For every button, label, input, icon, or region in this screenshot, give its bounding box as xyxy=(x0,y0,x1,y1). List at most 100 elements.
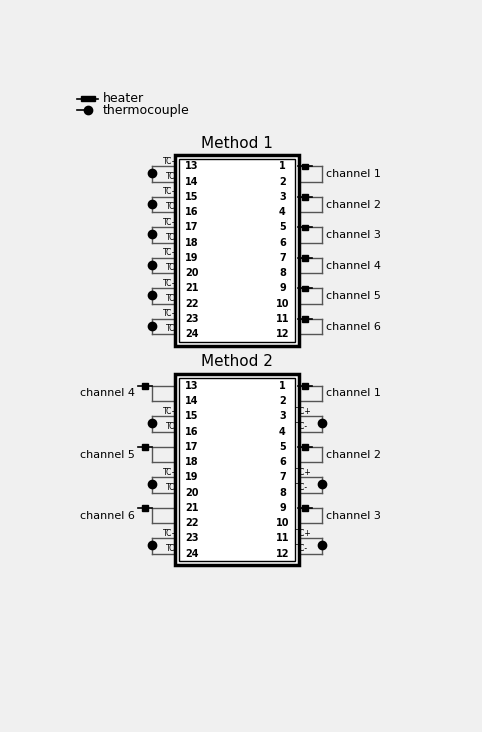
Text: 18: 18 xyxy=(185,457,199,467)
Text: 2: 2 xyxy=(279,396,286,406)
Bar xyxy=(272,380,293,392)
Text: 23: 23 xyxy=(185,314,198,324)
Bar xyxy=(181,236,202,249)
Bar xyxy=(272,191,293,203)
Bar xyxy=(302,225,308,230)
Text: TC-: TC- xyxy=(166,233,178,242)
Text: 11: 11 xyxy=(276,314,289,324)
Bar xyxy=(181,267,202,280)
Bar xyxy=(272,298,293,310)
Bar xyxy=(181,456,202,468)
Text: 3: 3 xyxy=(279,192,286,202)
Text: 23: 23 xyxy=(185,534,198,543)
Text: 10: 10 xyxy=(276,518,289,529)
Bar xyxy=(179,159,295,342)
Text: TC-: TC- xyxy=(295,544,308,553)
Text: 16: 16 xyxy=(185,427,198,436)
Text: 8: 8 xyxy=(279,488,286,498)
Text: 4: 4 xyxy=(279,427,286,436)
Text: TC-: TC- xyxy=(295,422,308,431)
Text: 12: 12 xyxy=(276,549,289,559)
Bar xyxy=(142,444,147,449)
Text: TC+: TC+ xyxy=(163,187,178,196)
Bar xyxy=(181,441,202,453)
Bar xyxy=(272,206,293,218)
Bar xyxy=(181,176,202,188)
Bar xyxy=(302,505,308,511)
Text: 2: 2 xyxy=(279,176,286,187)
Bar xyxy=(142,505,147,511)
Text: 19: 19 xyxy=(185,472,198,482)
Bar xyxy=(272,283,293,294)
Text: TC+: TC+ xyxy=(295,529,311,538)
Text: 18: 18 xyxy=(185,238,199,247)
Bar xyxy=(272,456,293,468)
Text: TC-: TC- xyxy=(166,544,178,553)
Text: 1: 1 xyxy=(279,161,286,171)
Text: TC+: TC+ xyxy=(163,468,178,477)
Bar xyxy=(181,425,202,438)
Bar xyxy=(272,548,293,560)
Text: channel 5: channel 5 xyxy=(326,291,381,301)
Text: TC+: TC+ xyxy=(163,248,178,257)
Text: TC+: TC+ xyxy=(163,529,178,538)
Text: heater: heater xyxy=(103,92,144,105)
Bar xyxy=(179,378,295,561)
Bar xyxy=(181,501,202,514)
Text: channel 6: channel 6 xyxy=(326,321,381,332)
Bar xyxy=(272,410,293,422)
Text: TC-: TC- xyxy=(166,202,178,212)
Bar xyxy=(272,252,293,264)
Bar xyxy=(181,283,202,294)
Bar xyxy=(181,517,202,529)
Bar xyxy=(302,285,308,291)
Bar xyxy=(181,328,202,340)
Text: TC+: TC+ xyxy=(295,468,311,477)
Bar xyxy=(272,328,293,340)
Bar xyxy=(181,410,202,422)
Text: channel 3: channel 3 xyxy=(326,510,381,520)
Text: 13: 13 xyxy=(185,161,198,171)
Text: 7: 7 xyxy=(279,253,286,263)
Text: channel 2: channel 2 xyxy=(326,449,381,460)
Text: 14: 14 xyxy=(185,176,198,187)
Bar xyxy=(272,395,293,407)
Text: 7: 7 xyxy=(279,472,286,482)
Text: TC+: TC+ xyxy=(295,406,311,416)
Bar xyxy=(181,298,202,310)
Bar xyxy=(272,313,293,325)
Bar xyxy=(181,206,202,218)
Text: 14: 14 xyxy=(185,396,198,406)
Text: 4: 4 xyxy=(279,207,286,217)
Bar xyxy=(181,313,202,325)
Bar xyxy=(272,160,293,173)
Text: TC+: TC+ xyxy=(163,406,178,416)
Text: Method 1: Method 1 xyxy=(201,135,273,151)
Bar xyxy=(272,532,293,545)
Text: 8: 8 xyxy=(279,268,286,278)
Bar xyxy=(272,501,293,514)
Bar xyxy=(272,267,293,280)
Bar xyxy=(181,471,202,484)
Bar xyxy=(302,444,308,449)
Text: 19: 19 xyxy=(185,253,198,263)
Bar xyxy=(181,191,202,203)
Bar xyxy=(272,517,293,529)
Text: channel 3: channel 3 xyxy=(326,230,381,240)
Text: 9: 9 xyxy=(279,503,286,513)
Text: channel 5: channel 5 xyxy=(80,449,134,460)
Bar xyxy=(272,441,293,453)
Text: TC-: TC- xyxy=(166,294,178,303)
Text: 6: 6 xyxy=(279,238,286,247)
Bar xyxy=(302,194,308,200)
Text: 22: 22 xyxy=(185,518,198,529)
Text: 20: 20 xyxy=(185,488,198,498)
Text: 13: 13 xyxy=(185,381,198,391)
Bar xyxy=(272,425,293,438)
Text: 21: 21 xyxy=(185,503,198,513)
Text: channel 4: channel 4 xyxy=(326,261,381,271)
Bar xyxy=(272,221,293,234)
Text: TC+: TC+ xyxy=(163,279,178,288)
Bar xyxy=(302,383,308,389)
Text: channel 6: channel 6 xyxy=(80,510,134,520)
